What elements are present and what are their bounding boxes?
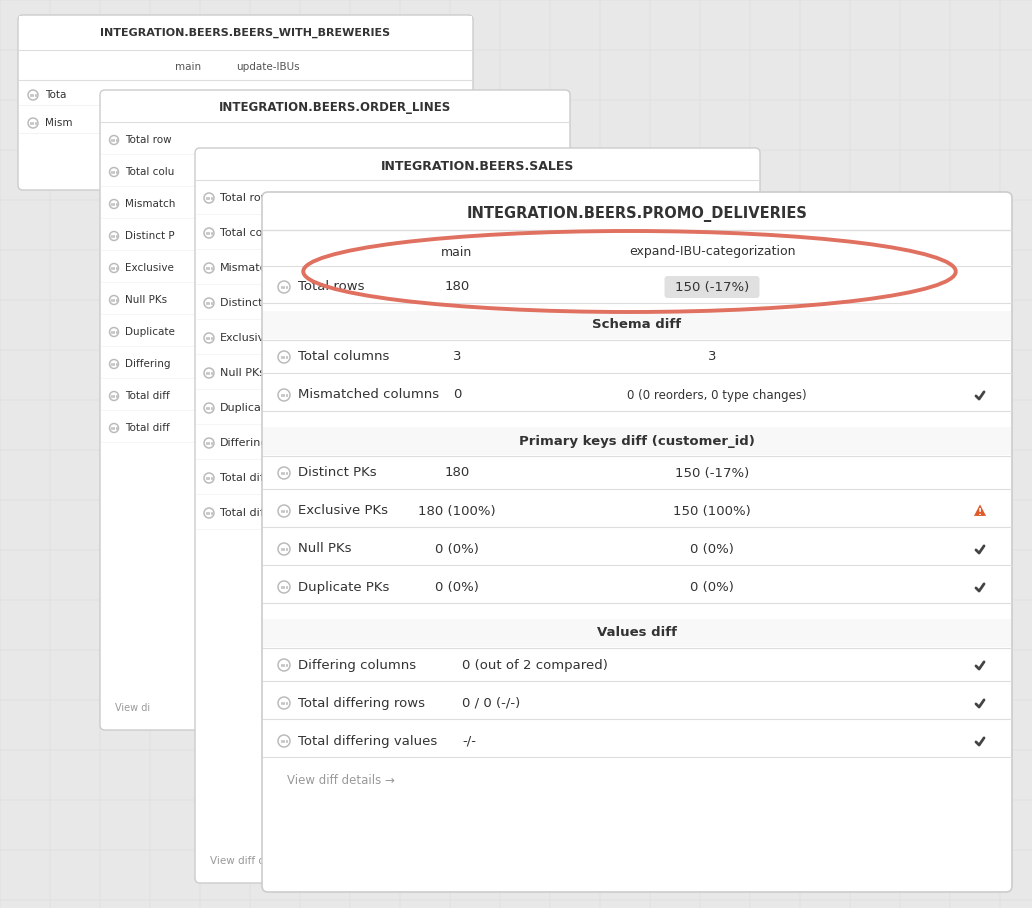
Text: Total differing values: Total differing values xyxy=(298,735,438,747)
Text: Null PKs: Null PKs xyxy=(298,542,352,556)
Text: D: D xyxy=(322,487,330,497)
Text: Exclusive: Exclusive xyxy=(220,333,272,343)
Bar xyxy=(263,427,1011,455)
Text: 180: 180 xyxy=(445,467,470,479)
Text: Differing: Differing xyxy=(125,359,170,369)
Text: INTEGRATION.BEERS.BEERS_WITH_BREWERIES: INTEGRATION.BEERS.BEERS_WITH_BREWERIES xyxy=(100,28,390,38)
Text: Duplicate PKs: Duplicate PKs xyxy=(298,580,389,594)
Text: D: D xyxy=(422,298,430,308)
Text: View diff det: View diff det xyxy=(209,856,276,866)
Text: To: To xyxy=(422,543,433,553)
Text: D: D xyxy=(422,403,430,413)
Text: Tota: Tota xyxy=(45,90,66,100)
Text: expand-IBU-categorization: expand-IBU-categorization xyxy=(628,245,796,259)
Text: Total diff: Total diff xyxy=(220,508,267,518)
FancyBboxPatch shape xyxy=(100,90,570,730)
Text: Total columns: Total columns xyxy=(298,350,389,363)
FancyBboxPatch shape xyxy=(665,276,760,298)
Text: 0 (0%): 0 (0%) xyxy=(436,542,479,556)
Text: 150 (-17%): 150 (-17%) xyxy=(675,467,749,479)
Text: 0: 0 xyxy=(453,389,461,401)
Text: Mism: Mism xyxy=(45,118,72,128)
Text: To: To xyxy=(422,508,433,518)
Text: To: To xyxy=(322,167,333,177)
Text: Differing columns: Differing columns xyxy=(298,658,416,672)
Text: Mismatch: Mismatch xyxy=(125,199,175,209)
Text: D: D xyxy=(322,295,330,305)
Text: INTEGRATION.BEERS.ORDER_LINES: INTEGRATION.BEERS.ORDER_LINES xyxy=(219,102,451,114)
Text: Values diff: Values diff xyxy=(596,627,677,639)
Text: N: N xyxy=(422,368,430,378)
Text: View diff details →: View diff details → xyxy=(287,775,395,787)
Text: 0 (0 reorders, 0 type changes): 0 (0 reorders, 0 type changes) xyxy=(627,389,807,401)
Text: Exclusive PKs: Exclusive PKs xyxy=(298,505,388,518)
Text: 3: 3 xyxy=(453,350,461,363)
Text: INTEGRATION.BEERS.SALES: INTEGRATION.BEERS.SALES xyxy=(381,160,574,173)
Text: Total differing rows: Total differing rows xyxy=(298,696,425,709)
Text: Differing: Differing xyxy=(220,438,268,448)
Text: main: main xyxy=(442,245,473,259)
Text: 180 (100%): 180 (100%) xyxy=(418,505,495,518)
Text: -/-: -/- xyxy=(462,735,476,747)
Text: View di: View di xyxy=(115,703,150,713)
Text: Duplicate: Duplicate xyxy=(220,403,273,413)
Text: !: ! xyxy=(978,508,982,518)
Text: Total diff: Total diff xyxy=(125,423,169,433)
Text: 0 / 0 (-/-): 0 / 0 (-/-) xyxy=(462,696,520,709)
FancyBboxPatch shape xyxy=(195,148,760,883)
Bar xyxy=(263,619,1011,647)
Text: Duplicate: Duplicate xyxy=(125,327,174,337)
Text: E: E xyxy=(322,359,328,369)
Text: Total row: Total row xyxy=(125,135,171,145)
Text: 0 (out of 2 compared): 0 (out of 2 compared) xyxy=(462,658,608,672)
Text: M: M xyxy=(422,228,431,238)
Text: main: main xyxy=(175,62,201,72)
Text: Total rows: Total rows xyxy=(298,281,364,293)
Text: M: M xyxy=(322,231,331,241)
Text: 150 (-17%): 150 (-17%) xyxy=(675,281,749,293)
Text: Primary keys diff (customer_id): Primary keys diff (customer_id) xyxy=(519,435,755,448)
Text: Distinct P: Distinct P xyxy=(125,231,174,241)
Text: N: N xyxy=(322,423,330,433)
Text: 180: 180 xyxy=(445,281,470,293)
Text: Total row: Total row xyxy=(220,193,269,203)
Text: 0 (0%): 0 (0%) xyxy=(690,580,734,594)
Text: D: D xyxy=(422,473,430,483)
Text: update-IBUs: update-IBUs xyxy=(236,62,300,72)
Text: Schema diff: Schema diff xyxy=(592,319,681,331)
Text: 0 (0%): 0 (0%) xyxy=(690,542,734,556)
Text: Mismatched columns: Mismatched columns xyxy=(298,389,440,401)
Text: Total diff: Total diff xyxy=(220,473,267,483)
Polygon shape xyxy=(974,505,986,516)
Text: Null PKs: Null PKs xyxy=(220,368,265,378)
Text: To: To xyxy=(422,193,433,203)
Text: 150 (100%): 150 (100%) xyxy=(673,505,751,518)
Bar xyxy=(19,16,472,51)
Text: Total colu: Total colu xyxy=(125,167,174,177)
Text: Total colu: Total colu xyxy=(220,228,272,238)
FancyBboxPatch shape xyxy=(262,192,1012,892)
Text: Exclusive: Exclusive xyxy=(125,263,173,273)
Text: Distinct PKs: Distinct PKs xyxy=(298,467,377,479)
Text: E: E xyxy=(422,333,429,343)
Bar xyxy=(263,311,1011,339)
FancyBboxPatch shape xyxy=(18,15,473,190)
Text: Distinct P: Distinct P xyxy=(220,298,272,308)
Text: Null PKs: Null PKs xyxy=(125,295,167,305)
Text: 3: 3 xyxy=(708,350,716,363)
Text: Total diff: Total diff xyxy=(125,391,169,401)
Text: Mismatch: Mismatch xyxy=(220,263,273,273)
Text: INTEGRATION.BEERS.PROMO_DELIVERIES: INTEGRATION.BEERS.PROMO_DELIVERIES xyxy=(466,206,807,222)
Text: 0 (0%): 0 (0%) xyxy=(436,580,479,594)
